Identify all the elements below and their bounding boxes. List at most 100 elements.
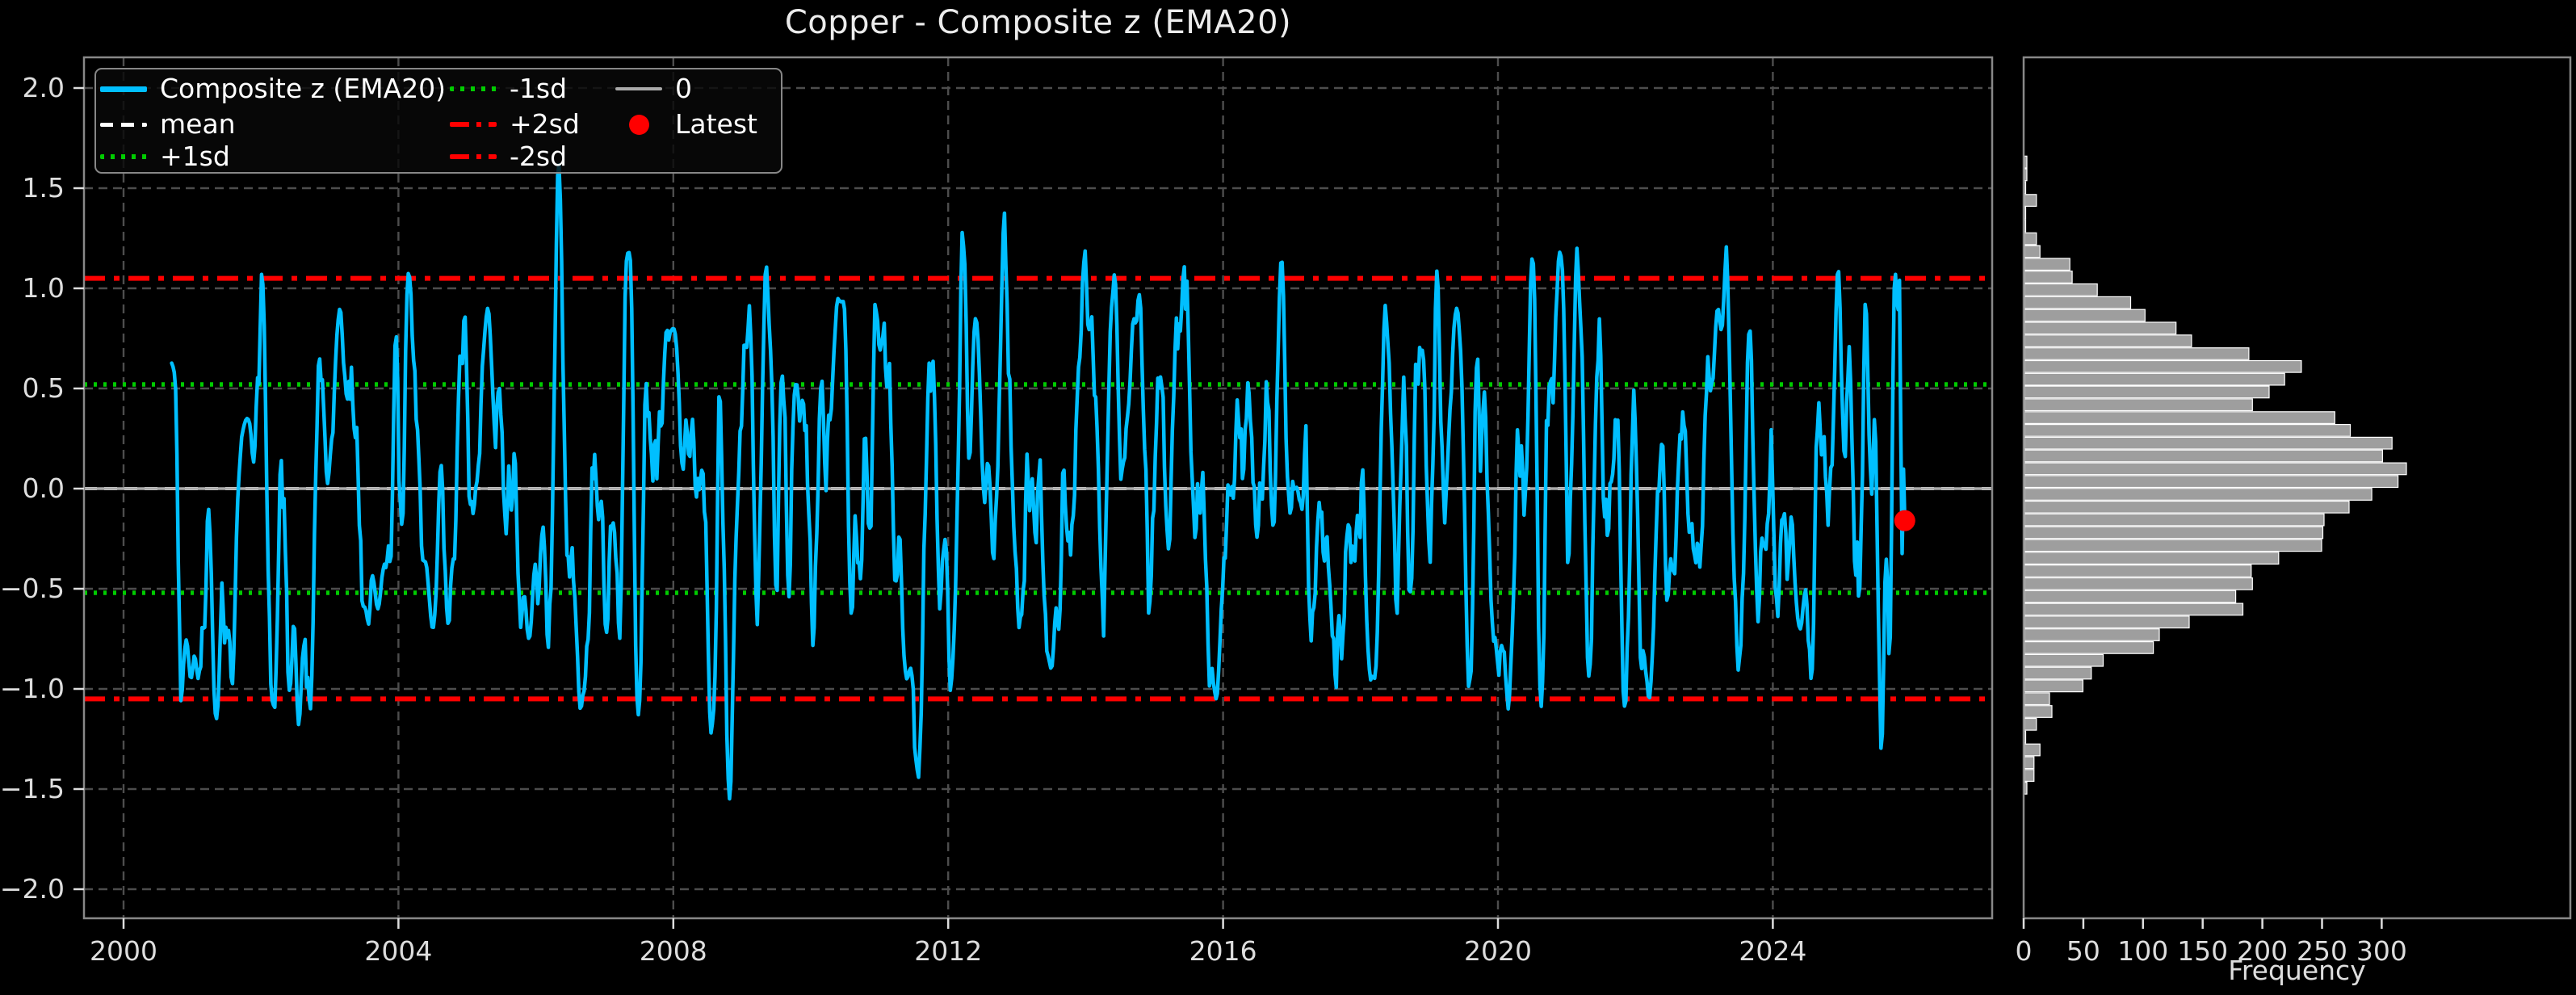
- x-tick-label: 2008: [640, 935, 707, 967]
- histogram-bar: [2024, 653, 2104, 667]
- legend-item-zero: 0: [615, 71, 692, 107]
- x-tick-label: 2004: [364, 935, 432, 967]
- histogram-bar: [2024, 347, 2250, 360]
- histogram-bar: [2024, 296, 2132, 309]
- histogram-bar: [2024, 488, 2373, 501]
- y-tick-label: −1.5: [0, 773, 65, 804]
- legend-item-plus2sd: +2sd: [450, 107, 580, 142]
- legend-item-label: -1sd: [510, 73, 568, 104]
- histogram-bar: [2024, 194, 2037, 208]
- axis-ticks-and-labels: 2000 2004 2008 2012 2016 2020 20242.01.51.00.5…: [0, 72, 2407, 967]
- histogram-bar: [2024, 398, 2253, 412]
- hist-x-tick-label: 250: [2297, 935, 2347, 967]
- composite-z-line: [170, 163, 1907, 801]
- legend-item-label: -2sd: [510, 141, 568, 172]
- line-sample-dotted-green-icon: [100, 154, 147, 159]
- histogram-bar: [2024, 500, 2350, 514]
- histogram-bar: [2024, 462, 2407, 476]
- histogram-bar: [2024, 271, 2073, 283]
- hist-x-tick-label: 200: [2237, 935, 2288, 967]
- histogram-panel-border: [2022, 56, 2572, 920]
- composite-z-series: [170, 163, 1907, 801]
- histogram-bar: [2024, 679, 2084, 693]
- y-tick-label: 2.0: [23, 72, 65, 103]
- line-sample-dashdot-red-icon: [450, 122, 497, 127]
- legend-item-plus1sd: +1sd: [100, 139, 230, 174]
- x-tick-label: 2024: [1739, 935, 1806, 967]
- legend-item-label: Composite z (EMA20): [160, 73, 447, 104]
- histogram-bar: [2024, 168, 2028, 182]
- histogram-bar: [2024, 628, 2160, 641]
- legend-item-label: 0: [675, 73, 692, 104]
- histogram-bar: [2024, 321, 2177, 335]
- histogram-bar: [2024, 577, 2253, 590]
- histogram-bar: [2024, 258, 2070, 271]
- histogram-bar: [2024, 245, 2041, 258]
- line-sample-solid-cyan-icon: [100, 86, 147, 92]
- line-sample-dashdot-red-icon: [450, 154, 497, 159]
- legend-item-label: +2sd: [510, 108, 580, 140]
- histogram-bar: [2024, 359, 2302, 373]
- line-sample-dotted-green-icon: [450, 86, 497, 91]
- y-tick-label: 0.0: [23, 472, 65, 504]
- y-tick-label: −2.0: [0, 873, 65, 905]
- histogram-bar: [2024, 756, 2035, 770]
- histogram-bar: [2024, 513, 2325, 527]
- histogram-bar: [2024, 666, 2092, 680]
- histogram-bar: [2024, 423, 2352, 437]
- histogram-bar: [2024, 692, 2050, 706]
- legend-box: Composite z (EMA20) mean +1sd -1sd +2sd …: [94, 68, 782, 174]
- legend-item-label: +1sd: [160, 141, 230, 172]
- histogram-xaxis-label: Frequency: [2228, 955, 2366, 986]
- histogram-bar: [2024, 449, 2383, 463]
- legend-item-label: Latest: [675, 108, 757, 140]
- histogram-bar: [2024, 717, 2037, 731]
- line-sample-dashed-white-icon: [100, 122, 147, 127]
- histogram-bar: [2024, 526, 2324, 539]
- histogram-bar: [2024, 539, 2322, 552]
- latest-point: [1894, 510, 1915, 531]
- x-tick-label: 2000: [90, 935, 157, 967]
- histogram-bar: [2024, 334, 2192, 347]
- hist-x-tick-label: 300: [2356, 935, 2407, 967]
- x-tick-label: 2012: [914, 935, 982, 967]
- histogram-bar: [2024, 155, 2028, 169]
- hist-x-tick-label: 150: [2177, 935, 2228, 967]
- histogram-bar: [2024, 283, 2098, 296]
- x-tick-label: 2020: [1464, 935, 1532, 967]
- y-tick-label: −0.5: [0, 573, 65, 604]
- hist-x-tick-label: 50: [2066, 935, 2100, 967]
- hist-x-tick-label: 100: [2117, 935, 2168, 967]
- legend-item-composite: Composite z (EMA20): [100, 71, 446, 107]
- y-tick-label: 0.5: [23, 372, 65, 404]
- histogram-bar: [2024, 602, 2244, 616]
- legend-item-latest: Latest: [615, 107, 757, 142]
- histogram-bar: [2024, 615, 2190, 629]
- hist-x-tick-label: 0: [2016, 935, 2033, 967]
- histogram-bars: [2024, 155, 2407, 795]
- histogram-bar: [2024, 372, 2285, 386]
- y-tick-label: 1.5: [23, 172, 65, 204]
- histogram-bar: [2024, 769, 2035, 782]
- histogram-bar: [2024, 640, 2154, 654]
- histogram-bar: [2024, 475, 2399, 489]
- latest-marker: [1894, 510, 1915, 531]
- histogram-bar: [2024, 232, 2037, 246]
- histogram-bar: [2024, 552, 2280, 565]
- histogram-bar: [2024, 590, 2237, 603]
- y-tick-label: 1.0: [23, 272, 65, 304]
- histogram-bar: [2024, 436, 2393, 450]
- latest-dot-sample-icon: [615, 114, 662, 135]
- histogram-bar: [2024, 564, 2252, 577]
- legend-item-minus1sd: -1sd: [450, 71, 567, 107]
- histogram-bar: [2024, 411, 2335, 424]
- legend-item-minus2sd: -2sd: [450, 139, 567, 174]
- legend-item-mean: mean: [100, 107, 236, 142]
- line-sample-solid-gray-icon: [615, 87, 662, 90]
- chart-title: Copper - Composite z (EMA20): [784, 4, 1292, 41]
- histogram-bar: [2024, 385, 2270, 399]
- legend-item-label: mean: [160, 108, 236, 140]
- histogram-bar: [2024, 705, 2053, 718]
